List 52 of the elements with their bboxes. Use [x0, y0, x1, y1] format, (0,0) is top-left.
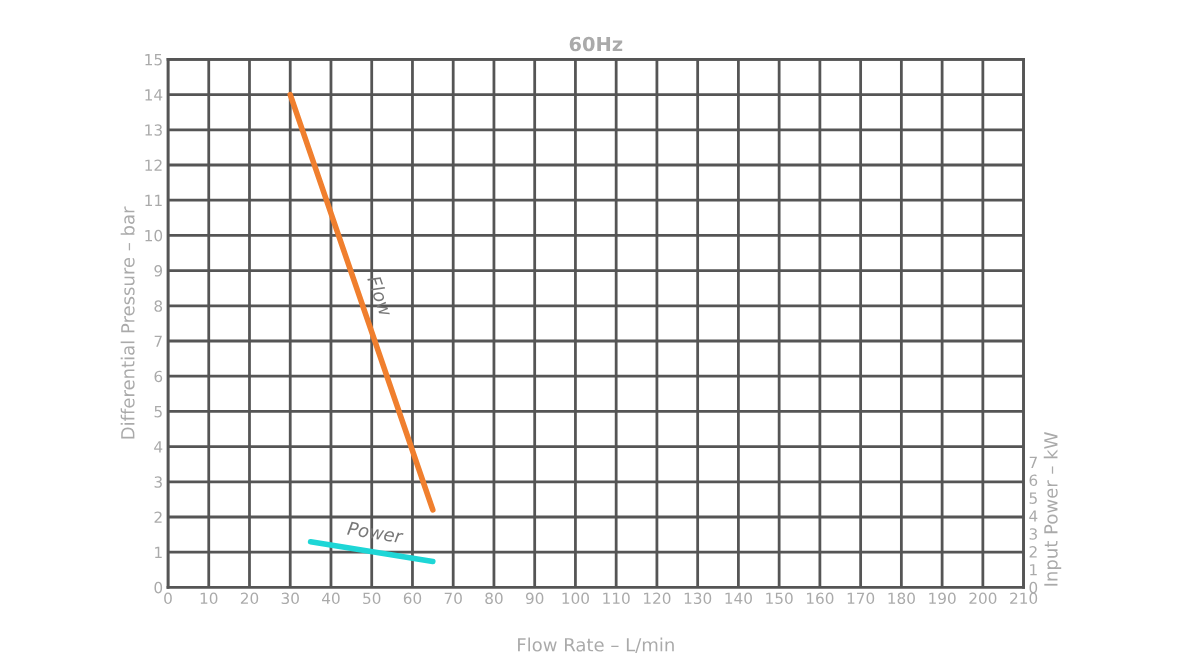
y2-tick-label: 1 — [1030, 564, 1037, 576]
x-tick-label: 180 — [888, 592, 915, 605]
x-tick-label: 140 — [725, 592, 752, 605]
x-tick-label: 120 — [644, 592, 671, 605]
y-tick-label: 15 — [145, 54, 162, 66]
y-tick-label: 0 — [154, 581, 163, 594]
text: Power — [346, 521, 405, 544]
y2-tick-label: 7 — [1029, 456, 1037, 468]
y-tick-label: 1 — [155, 546, 162, 558]
y-tick-label: 12 — [145, 159, 162, 171]
y-tick-label: 4 — [154, 441, 163, 453]
x-tick-label: 60 — [403, 592, 422, 605]
y-tick-label: 14 — [145, 89, 163, 101]
x-tick-label: 0 — [164, 592, 172, 605]
y2-tick-label: 4 — [1029, 510, 1038, 522]
y-tick-label: 13 — [145, 124, 162, 136]
y-tick-label: 2 — [154, 511, 162, 523]
x-tick-label: 200 — [969, 592, 997, 605]
x-tick-label: 30 — [281, 592, 299, 605]
x-tick-label: 110 — [603, 592, 630, 605]
x-tick-label: 160 — [806, 592, 834, 605]
y-tick-label: 11 — [145, 194, 162, 206]
chart-title: 60Hz — [569, 36, 623, 52]
x-tick-label: 210 — [1010, 592, 1038, 605]
x-tick-label: 170 — [847, 592, 875, 605]
x-tick-label: 150 — [766, 592, 793, 605]
x-tick-label: 70 — [444, 592, 462, 605]
x-tick-label: 80 — [485, 592, 503, 605]
y-tick-label: 8 — [154, 300, 163, 312]
y2-axis-title: Input Power – kW — [1043, 432, 1062, 586]
x-tick-label: 20 — [240, 592, 259, 605]
y-tick-label: 9 — [154, 265, 163, 277]
y-tick-label: 10 — [145, 229, 163, 242]
y-tick-label: 7 — [154, 335, 162, 347]
y2-tick-label: 5 — [1029, 492, 1037, 504]
x-tick-label: 130 — [684, 592, 712, 605]
y-tick-label: 6 — [154, 370, 163, 383]
x-axis-title: Flow Rate – L/min — [518, 637, 674, 653]
y2-tick-label: 2 — [1029, 546, 1037, 558]
x-tick-label: 190 — [929, 592, 956, 605]
y2-tick-label: 3 — [1029, 528, 1037, 540]
y2-tick-label: 0 — [1029, 581, 1038, 594]
y-tick-label: 3 — [154, 476, 162, 488]
x-tick-label: 50 — [363, 592, 381, 605]
x-tick-label: 10 — [200, 592, 218, 605]
x-tick-label: 40 — [322, 592, 340, 605]
y-tick-label: 5 — [154, 406, 162, 418]
y2-tick-label: 6 — [1029, 474, 1038, 487]
x-tick-label: 100 — [562, 592, 589, 605]
x-tick-label: 90 — [525, 592, 544, 605]
y-axis-title: Differential Pressure – bar — [120, 206, 135, 439]
text: Flow — [367, 274, 394, 318]
